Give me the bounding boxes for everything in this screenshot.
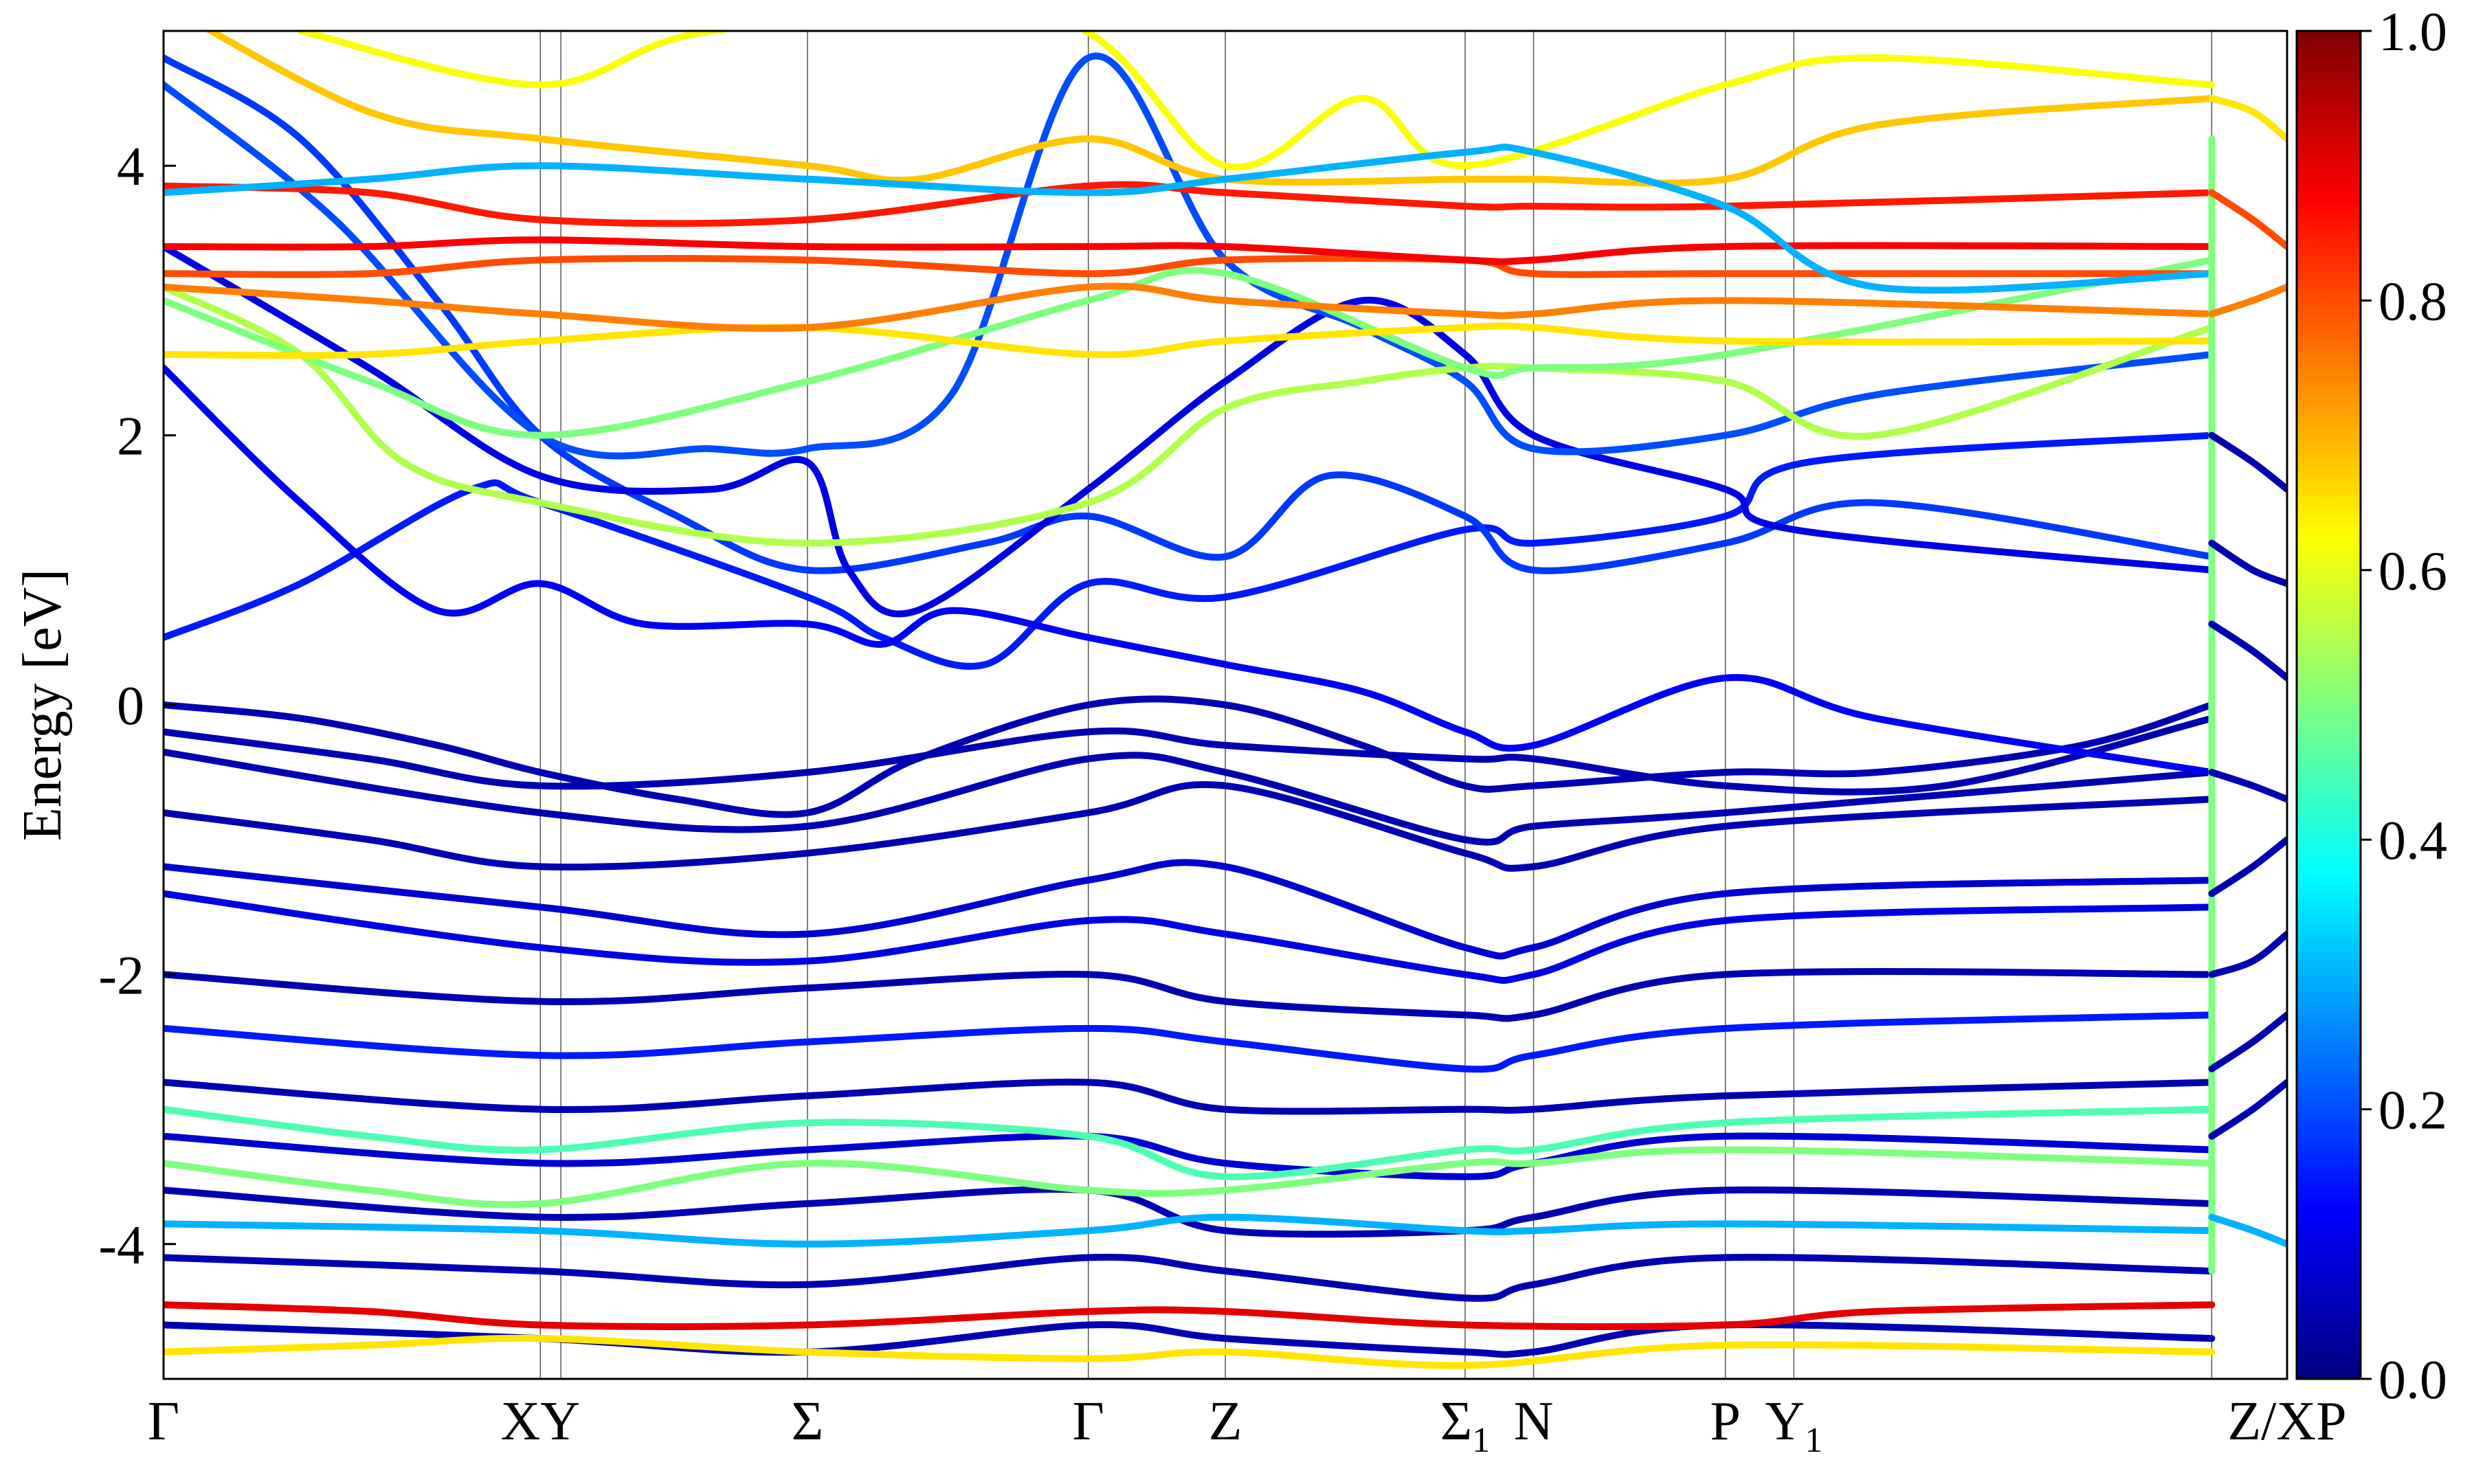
band-line <box>204 31 2216 187</box>
y-tick-label: -4 <box>98 1215 144 1276</box>
band-line <box>2208 283 2287 317</box>
band-line <box>2208 95 2287 142</box>
k-point-label: Γ <box>1073 1391 1104 1452</box>
y-tick-label: 0 <box>117 676 144 737</box>
band-line <box>164 54 2216 574</box>
band-line <box>164 1334 2216 1369</box>
k-point-label: XY <box>500 1391 580 1452</box>
band-lines <box>164 31 2287 1369</box>
band-line <box>2208 1079 2287 1140</box>
k-point-label: Σ1 <box>1440 1391 1491 1460</box>
k-point-label: N <box>1514 1391 1554 1452</box>
y-tick-label: 2 <box>117 407 144 467</box>
band-line <box>2208 620 2287 682</box>
band-line <box>164 715 2216 796</box>
band-line <box>164 1301 2216 1330</box>
band-line <box>164 780 2216 872</box>
band-line <box>164 144 2216 294</box>
band-line <box>164 364 2216 776</box>
y-tick-label: -2 <box>98 945 144 1006</box>
colorbar-tick-label: 0.8 <box>2378 271 2447 332</box>
band-line <box>164 256 2216 439</box>
band-line <box>164 1011 2216 1073</box>
band-line <box>164 236 2216 265</box>
colorbar-tick-label: 0.4 <box>2378 811 2447 871</box>
band-line <box>2208 836 2287 897</box>
band-line <box>164 695 2216 818</box>
k-point-label: Σ <box>792 1391 824 1452</box>
k-point-label: Z <box>1209 1391 1242 1452</box>
band-line <box>164 968 2216 1022</box>
band-line <box>164 748 2216 846</box>
band-line <box>164 243 2216 618</box>
band-line <box>164 890 2216 984</box>
colorbar-tick-label: 0.6 <box>2378 541 2447 602</box>
k-point-label: Y1 <box>1765 1391 1823 1460</box>
band-line <box>164 1213 2216 1248</box>
y-axis-label: Energy [eV] <box>12 569 73 841</box>
k-point-labels: Γ XY Σ Γ Z Σ1 N P Y1 Z/XP <box>148 1391 2347 1460</box>
k-point-label: P <box>1710 1391 1741 1452</box>
band-line <box>164 1132 2216 1180</box>
band-line <box>164 1253 2216 1302</box>
k-point-label: Z/XP <box>2227 1391 2346 1452</box>
colorbar-tick-label: 0.2 <box>2378 1081 2447 1141</box>
band-line <box>2208 1011 2287 1072</box>
band-line <box>164 282 2216 332</box>
band-line <box>164 52 2216 460</box>
band-line <box>2208 539 2287 587</box>
band-line <box>164 283 2216 547</box>
colorbar-tick-label: 0.0 <box>2378 1350 2447 1410</box>
band-line <box>2208 930 2287 978</box>
band-line <box>164 859 2216 960</box>
k-point-label: Γ <box>148 1391 179 1452</box>
band-line <box>164 1105 2216 1180</box>
band-line <box>164 1078 2216 1115</box>
colorbar-tick-label: 1.0 <box>2378 2 2447 63</box>
band-line <box>2208 769 2287 803</box>
y-tick-label: 4 <box>117 137 144 197</box>
band-line <box>2208 431 2287 493</box>
band-line <box>164 1185 2216 1238</box>
band-line <box>2208 1213 2287 1248</box>
band-line <box>164 255 2216 278</box>
band-line <box>297 31 2216 171</box>
band-line <box>2208 189 2287 250</box>
band-line <box>164 1146 2216 1208</box>
colorbar <box>2295 30 2362 1380</box>
y-axis-ticks: 4 2 0 -2 -4 <box>98 137 176 1276</box>
band-line <box>164 322 2216 359</box>
colorbar-ticks: 1.0 0.8 0.6 0.4 0.2 0.0 <box>2361 2 2447 1410</box>
